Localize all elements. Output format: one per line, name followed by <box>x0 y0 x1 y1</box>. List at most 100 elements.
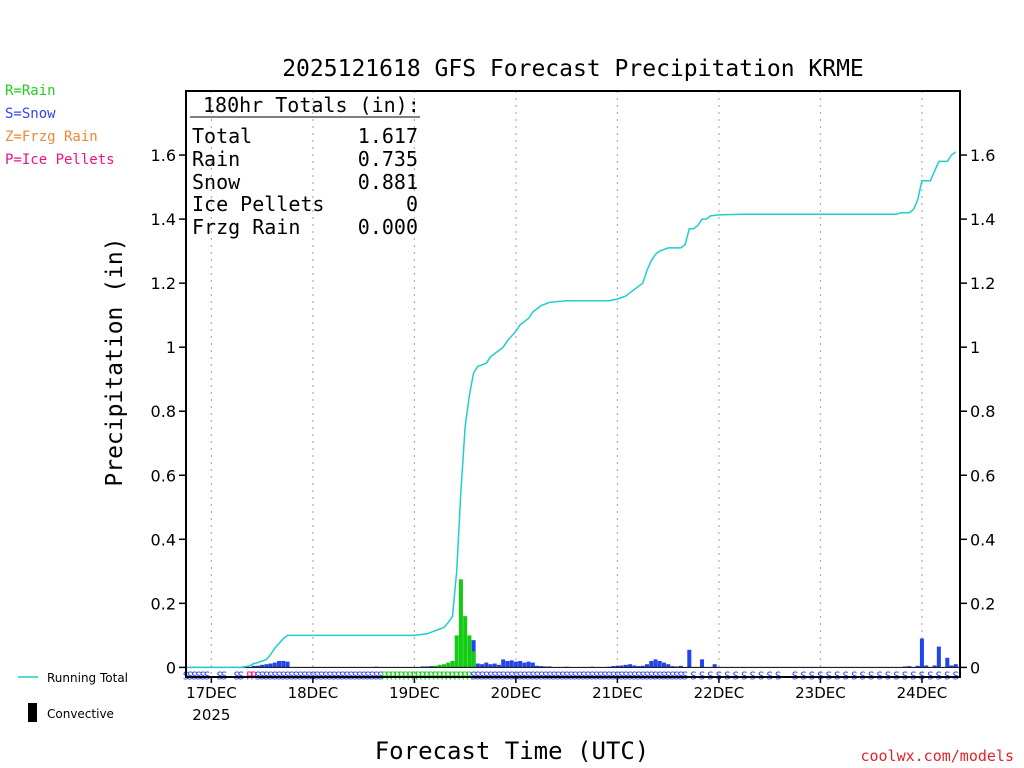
ptype-mark-53: R <box>428 669 435 682</box>
ptype-mark-101: S <box>631 669 638 682</box>
convective-legend-swatch <box>28 703 37 722</box>
snow-bar-60 <box>932 665 937 668</box>
rain-bar-9 <box>471 651 476 668</box>
y-tick-label-right-6: 1.2 <box>970 274 995 293</box>
snow-bar-17 <box>488 664 493 668</box>
ptype-mark-138: S <box>902 669 909 682</box>
snow-bar-6 <box>277 660 282 668</box>
totals-snow-value: 0.881 <box>358 170 418 194</box>
ptype-mark-108: S <box>661 669 668 682</box>
snow-bar-48 <box>666 664 671 668</box>
ptype-mark-85: S <box>563 669 570 682</box>
ptype-mark-51: R <box>420 669 427 682</box>
ptype-mark-129: S <box>826 669 833 682</box>
ptype-mark-130: S <box>834 669 841 682</box>
ptype-mark-102: S <box>635 669 642 682</box>
ptype-mark-121: S <box>749 669 756 682</box>
snow-bar-44 <box>649 660 654 668</box>
snow-bar-12 <box>429 666 434 668</box>
ptype-mark-123: S <box>766 669 773 682</box>
ptype-mark-1: S <box>187 669 194 682</box>
ptype-mark-61: R <box>462 669 469 682</box>
totals-rain-value: 0.735 <box>358 147 418 171</box>
snow-bar-3 <box>264 664 269 668</box>
ptype-mark-144: S <box>952 669 959 682</box>
ptype-mark-114: S <box>690 669 697 682</box>
y-tick-label-right-3: 0.6 <box>970 466 995 485</box>
ptype-mark-113: S <box>682 669 689 682</box>
chart-title: 2025121618 GFS Forecast Precipitation KR… <box>282 56 864 82</box>
x-tick-label-2: 19DEC <box>389 684 440 702</box>
ptype-mark-120: S <box>741 669 748 682</box>
snow-bar-61 <box>936 646 941 668</box>
ptype-mark-96: S <box>610 669 617 682</box>
x-tick-sublabel-0: 2025 <box>192 706 230 724</box>
ptype-mark-2: S <box>191 669 198 682</box>
ptype-mark-57: R <box>445 669 452 682</box>
snow-bar-28 <box>535 665 540 668</box>
ptype-mark-54: R <box>432 669 439 682</box>
snow-bar-63 <box>949 665 954 668</box>
ptype-mark-46: R <box>398 669 405 682</box>
snow-bar-2 <box>260 664 265 668</box>
ptype-mark-105: S <box>648 669 655 682</box>
ptype-mark-39: S <box>369 669 376 682</box>
ptype-mark-125: S <box>792 669 799 682</box>
ptype-mark-88: S <box>576 669 583 682</box>
ptype-mark-104: S <box>644 669 651 682</box>
x-tick-label-1: 18DEC <box>288 684 339 702</box>
ptype-mark-128: S <box>817 669 824 682</box>
rain-bar-8 <box>467 635 472 668</box>
ptype-mark-136: S <box>885 669 892 682</box>
ptype-mark-33: S <box>343 669 350 682</box>
snow-bar-54 <box>712 664 717 668</box>
legend-snow: S=Snow <box>5 106 56 122</box>
ptype-mark-13: S <box>259 669 266 682</box>
snow-bar-53 <box>699 659 705 668</box>
ptype-mark-66: S <box>483 669 490 682</box>
x-tick-label-5: 22DEC <box>694 684 745 702</box>
ptype-mark-90: S <box>584 669 591 682</box>
totals-ice-pellets-value: 0 <box>406 192 418 216</box>
ptype-mark-77: S <box>530 669 537 682</box>
ptype-mark-63: S <box>470 669 477 682</box>
x-tick-label-4: 21DEC <box>592 684 643 702</box>
totals-rain-label: Rain <box>192 147 240 171</box>
ptype-legend: R=Rain S=Snow Z=Frzg Rain P=Ice Pellets <box>5 83 115 168</box>
ptype-mark-87: S <box>572 669 579 682</box>
y-tick-label-right-5: 1 <box>970 338 980 357</box>
totals-total-label: Total <box>192 124 252 148</box>
ptype-mark-86: S <box>568 669 575 682</box>
snow-bar-41 <box>636 666 641 668</box>
ptype-mark-12: S <box>255 669 262 682</box>
ptype-mark-9: S <box>238 669 245 682</box>
ptype-mark-21: S <box>293 669 300 682</box>
ptype-mark-80: S <box>542 669 549 682</box>
snow-bar-58 <box>919 638 924 668</box>
ptype-mark-132: S <box>851 669 858 682</box>
ptype-mark-118: S <box>724 669 731 682</box>
ptype-mark-139: S <box>910 669 917 682</box>
ptype-mark-48: R <box>407 669 414 682</box>
convective-legend-label: Convective <box>47 707 114 721</box>
ptype-mark-134: S <box>868 669 875 682</box>
y-tick-label-right-2: 0.4 <box>970 530 995 549</box>
ptype-mark-119: S <box>733 669 740 682</box>
ptype-mark-59: R <box>453 669 460 682</box>
snow-bar-56 <box>907 666 912 668</box>
ptype-mark-79: S <box>538 669 545 682</box>
ptype-mark-140: S <box>919 669 926 682</box>
ptype-mark-115: S <box>699 669 706 682</box>
ptype-mark-111: S <box>673 669 680 682</box>
y-tick-label-right-1: 0.2 <box>970 594 995 613</box>
snow-bar-16 <box>484 662 489 668</box>
y-tick-label-left-3: 0.6 <box>151 466 176 485</box>
ptype-mark-50: R <box>415 669 422 682</box>
snow-bar-37 <box>619 665 624 668</box>
snow-bar-47 <box>661 662 666 668</box>
snow-bar-19 <box>496 664 501 668</box>
ptype-mark-143: S <box>944 669 951 682</box>
rain-bar-5 <box>454 635 459 668</box>
ptype-mark-94: S <box>601 669 608 682</box>
